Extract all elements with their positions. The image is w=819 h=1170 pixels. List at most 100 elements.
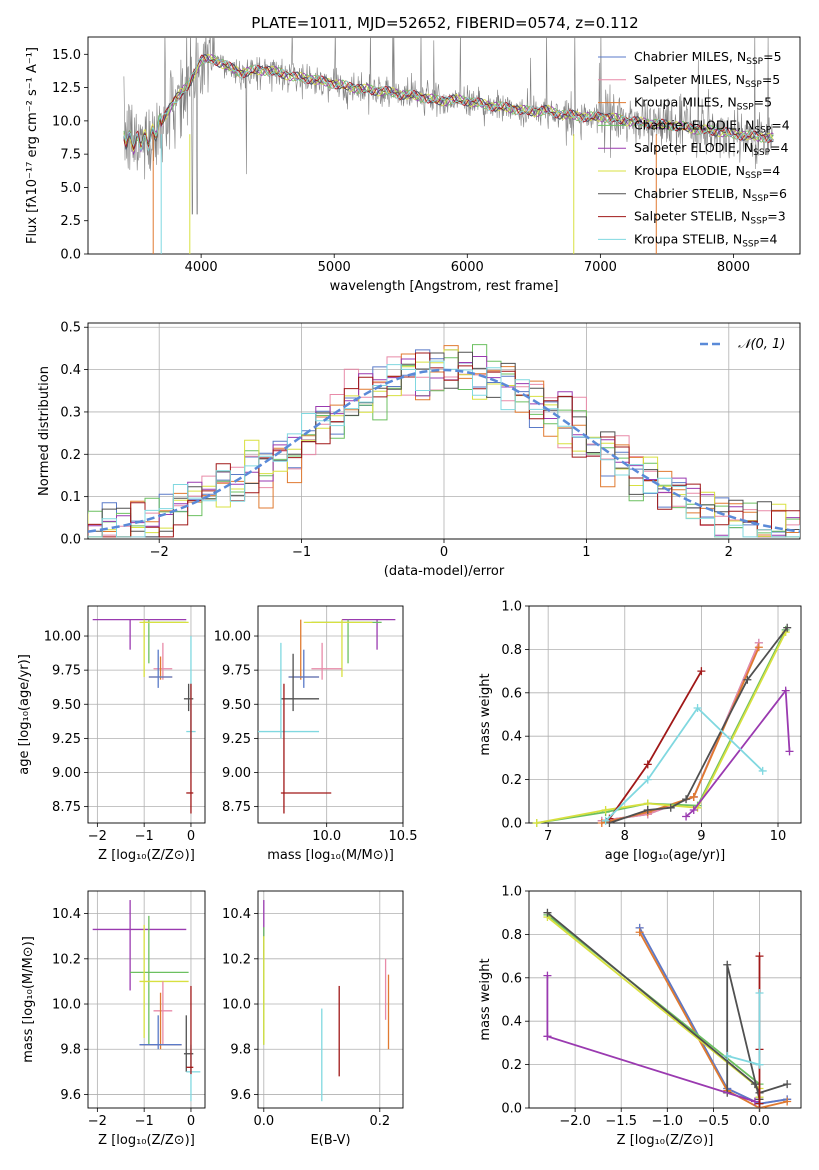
weight-marker: [743, 675, 752, 684]
x-tick-label: −2: [150, 545, 169, 560]
weight-series: [682, 686, 794, 821]
weight-line: [536, 629, 787, 824]
data-point: [153, 642, 173, 680]
weight-marker: [783, 1097, 792, 1106]
y-tick-label: 0.5: [60, 321, 81, 336]
weight-marker: [750, 1097, 759, 1106]
data-point: [153, 981, 173, 1045]
x-tick-label: 0.2: [369, 1114, 390, 1129]
x-axis-label: mass [log₁₀(M/M⊙)]: [267, 848, 394, 863]
y-tick-label: 9.25: [222, 732, 251, 747]
x-tick-label: 0: [187, 1114, 195, 1129]
x-axis-label: Z [log₁₀(Z/Z⊙)]: [617, 1133, 714, 1148]
x-tick-label: −2.0: [559, 1114, 591, 1129]
x-tick-label: 10.5: [389, 829, 418, 844]
weight-marker: [783, 1080, 792, 1089]
y-axis-label: mass [log₁₀(M/M⊙)]: [21, 936, 36, 1063]
data-point: [139, 619, 189, 677]
weight-line: [604, 706, 764, 822]
mass_vs_ebv-axes: 0.0 0.2 9.6 9.8 10.0 10.2 10.4 E(B-V): [222, 890, 404, 1148]
y-tick-label: 9.50: [52, 698, 81, 713]
data-point: [139, 1015, 182, 1050]
legend-label: Salpeter STELIB, NSSP=3: [634, 209, 786, 227]
weight-series: [543, 913, 764, 1102]
y-tick-label: 1.0: [501, 885, 522, 900]
normal-curve: [88, 368, 800, 533]
y-tick-label: 2.5: [60, 214, 81, 229]
y-tick-label: 0.0: [501, 1102, 522, 1117]
weight-series: [543, 971, 759, 1106]
x-tick-label: 0.0: [749, 1114, 770, 1129]
weight-marker: [755, 1099, 764, 1108]
y-tick-label: 1.0: [501, 600, 522, 615]
data-point: [341, 618, 396, 650]
x-tick-label: −0.5: [698, 1114, 730, 1129]
y-axis-label: mass weight: [478, 673, 493, 755]
legend-label: Kroupa STELIB, NSSP=4: [634, 231, 778, 249]
weight-line: [638, 927, 788, 1105]
residual-legend: 𝒩(0, 1): [700, 337, 785, 352]
y-tick-label: 9.8: [230, 1043, 251, 1058]
x-tick-label: −1.0: [652, 1114, 684, 1129]
axes-frame: [87, 36, 801, 255]
legend-label: Chabrier MILES, NSSP=5: [634, 49, 782, 67]
data-point: [186, 985, 194, 1075]
mass_vs_Z-axes: −2 −1 0 9.6 9.8 10.0 10.2 10.4 Z [log₁₀(Z/Z⊙)] ma…: [21, 890, 206, 1148]
y-tick-label: 10.4: [52, 907, 81, 922]
x-tick-label: −1: [135, 1114, 154, 1129]
legend-label: 𝒩(0, 1): [738, 337, 785, 352]
y-tick-label: 0.0: [60, 533, 81, 548]
x-tick-label: 7: [544, 829, 552, 844]
weight-marker: [689, 792, 698, 801]
spectrum-plot: [123, 37, 774, 254]
x-tick-label: 1: [582, 545, 590, 560]
y-tick-label: 0.2: [501, 773, 522, 788]
y-tick-label: 0.0: [501, 817, 522, 832]
x-tick-label: 0: [187, 829, 195, 844]
weight-marker: [666, 803, 675, 812]
y-tick-label: 10.00: [214, 630, 251, 645]
axes-frame: [528, 890, 802, 1109]
weight-marker: [601, 805, 610, 814]
legend-label: Kroupa ELODIE, NSSP=4: [634, 163, 780, 181]
data-point: [280, 653, 320, 712]
weight-marker: [723, 960, 732, 969]
age_vs_mass-plot: [258, 618, 396, 814]
y-tick-label: 0.4: [60, 363, 81, 378]
data-point: [92, 618, 187, 650]
weight-series: [532, 628, 790, 827]
y-tick-label: 8.75: [222, 800, 251, 815]
x-tick-label: 7000: [584, 260, 617, 275]
x-axis-label: age [log₁₀(age/yr)]: [605, 848, 726, 863]
legend-label: Salpeter MILES, NSSP=5: [634, 72, 780, 90]
x-tick-label: −2: [88, 1114, 107, 1129]
y-axis-label: age [log₁₀(age/yr)]: [17, 654, 32, 775]
weight-marker: [543, 908, 552, 917]
x-axis-label: wavelength [Angstrom, rest frame]: [330, 279, 559, 294]
data-point: [148, 656, 173, 680]
y-tick-label: 10.00: [44, 630, 81, 645]
axes-frame: [257, 890, 404, 1109]
weight-marker: [783, 623, 792, 632]
residual-plot: [88, 344, 800, 538]
data-point: [130, 915, 189, 1045]
weight-marker: [682, 795, 691, 804]
axes-frame: [528, 605, 802, 824]
y-tick-label: 9.75: [222, 664, 251, 679]
y-tick-label: 0.4: [501, 1015, 522, 1030]
residual-histogram: [88, 352, 800, 538]
weight-line: [609, 627, 788, 824]
legend-label: Salpeter ELODIE, NSSP=4: [634, 140, 789, 158]
model-spectrum: [123, 54, 774, 151]
legend-label: Kroupa MILES, NSSP=5: [634, 95, 772, 113]
y-tick-label: 10.0: [222, 998, 251, 1013]
data-point: [183, 683, 194, 712]
y-tick-label: 5.0: [60, 181, 81, 196]
axes-frame: [87, 890, 206, 1109]
data-point: [148, 649, 173, 688]
weight-marker: [643, 805, 652, 814]
x-tick-label: 8: [621, 829, 629, 844]
y-tick-label: 10.0: [52, 114, 81, 129]
residuals-axes: −2 −1 0 1 2 0.0 0.1 0.2 0.3 0.4 0.5 (data-model)/er…: [37, 321, 801, 579]
y-axis-label: mass weight: [478, 958, 493, 1040]
